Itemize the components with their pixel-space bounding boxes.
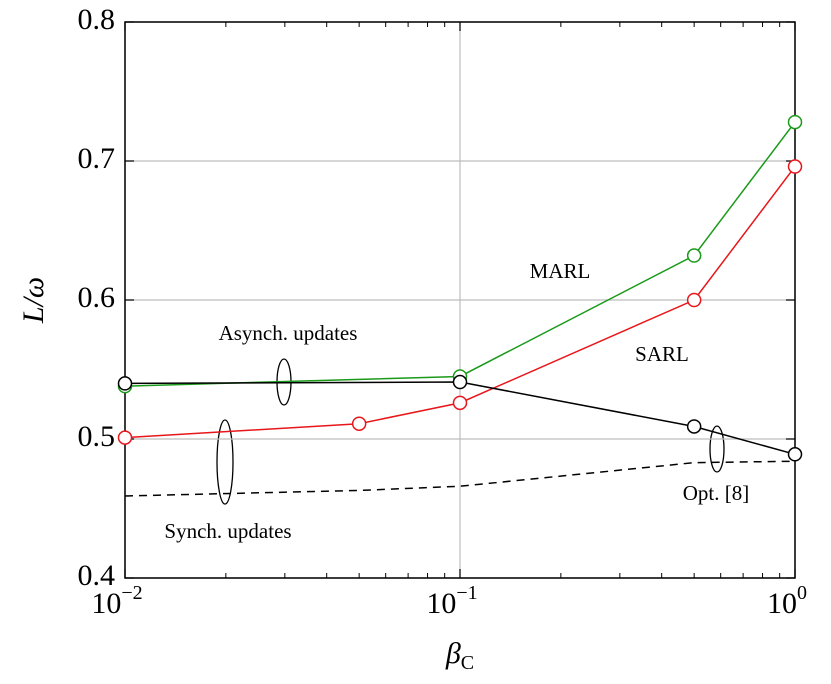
x-tick-exponent: −2 [121, 582, 142, 604]
y-tick-label: 0.5 [78, 420, 116, 453]
data-point [452, 374, 468, 390]
x-tick-base: 10 [91, 587, 121, 620]
y-tick-label: 0.8 [78, 3, 116, 36]
y-tick-label: 0.4 [78, 559, 116, 592]
x-tick-exponent: −1 [456, 582, 477, 604]
data-point [686, 292, 702, 308]
data-point [351, 416, 367, 431]
series-line [124, 381, 796, 456]
synch-bracket [216, 419, 234, 505]
series-label: MARL [530, 259, 591, 283]
series-label: SARL [635, 342, 689, 366]
data-point [117, 376, 133, 391]
y-tick-label: 0.6 [78, 281, 116, 314]
data-point [117, 430, 133, 445]
x-tick-label: 10−1 [426, 582, 477, 620]
x-axis-label: βC [445, 637, 474, 674]
x-tick-label: 10−2 [91, 582, 142, 620]
x-axis-symbol: β [445, 637, 461, 670]
data-point [787, 159, 803, 174]
series-line [124, 121, 796, 387]
annotation: Asynch. updates [219, 321, 358, 345]
annotation: Synch. updates [164, 519, 291, 543]
data-point [787, 447, 803, 462]
data-point [686, 248, 702, 263]
y-axis-label: L/ω [17, 277, 50, 324]
x-tick-base: 10 [426, 587, 456, 620]
x-tick-base: 10 [767, 587, 797, 620]
x-tick-label: 100 [767, 582, 807, 620]
opt-bracket [709, 425, 725, 473]
y-tick-label: 0.7 [78, 142, 116, 175]
plot-frame [124, 21, 796, 579]
data-point [686, 419, 702, 434]
x-tick-exponent: 0 [797, 582, 807, 604]
series-line [124, 460, 796, 497]
data-point [787, 114, 803, 130]
x-axis-subscript: C [461, 652, 474, 674]
data-point [452, 395, 468, 411]
annotation: Opt. [8] [683, 481, 750, 505]
